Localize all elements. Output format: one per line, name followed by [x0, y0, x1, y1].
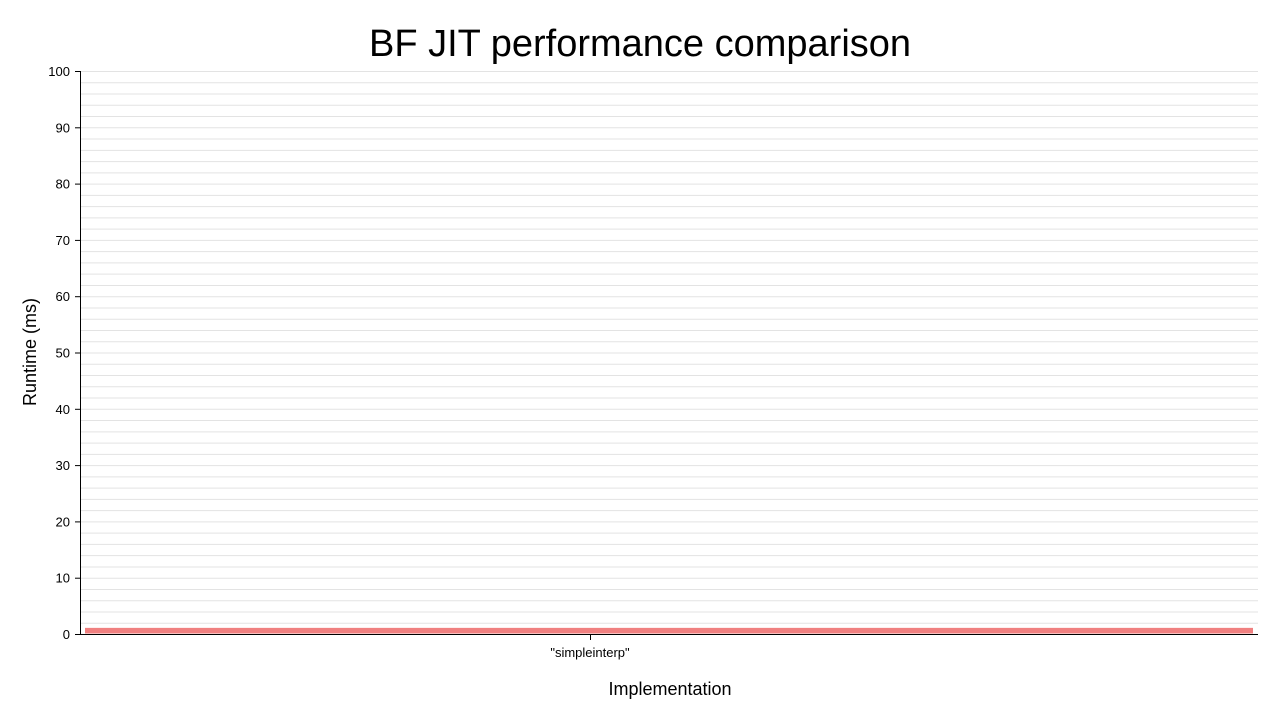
bars: [85, 627, 1253, 634]
y-tick-label: 70: [56, 233, 70, 248]
y-tick-label: 50: [56, 346, 70, 361]
x-tick-label: "simpleinterp": [550, 645, 630, 660]
bar: [85, 627, 1253, 634]
chart-title: BF JIT performance comparison: [369, 23, 911, 65]
y-axis-label: Runtime (ms): [20, 298, 40, 406]
y-tick-label: 0: [63, 627, 70, 642]
y-axis-ticks: 0 10 20 30 40 50 60 70 80 90 100: [48, 64, 80, 642]
y-tick-label: 20: [56, 514, 70, 529]
y-tick-label: 60: [56, 289, 70, 304]
y-tick-label: 30: [56, 458, 70, 473]
y-tick-label: 40: [56, 402, 70, 417]
x-axis-ticks: "simpleinterp": [550, 634, 630, 660]
y-tick-label: 80: [56, 177, 70, 192]
y-tick-label: 10: [56, 571, 70, 586]
y-tick-label: 90: [56, 120, 70, 135]
axes: [80, 71, 1258, 635]
y-tick-label: 100: [48, 64, 70, 79]
gridlines: [80, 71, 1258, 624]
x-axis-label: Implementation: [608, 679, 731, 699]
